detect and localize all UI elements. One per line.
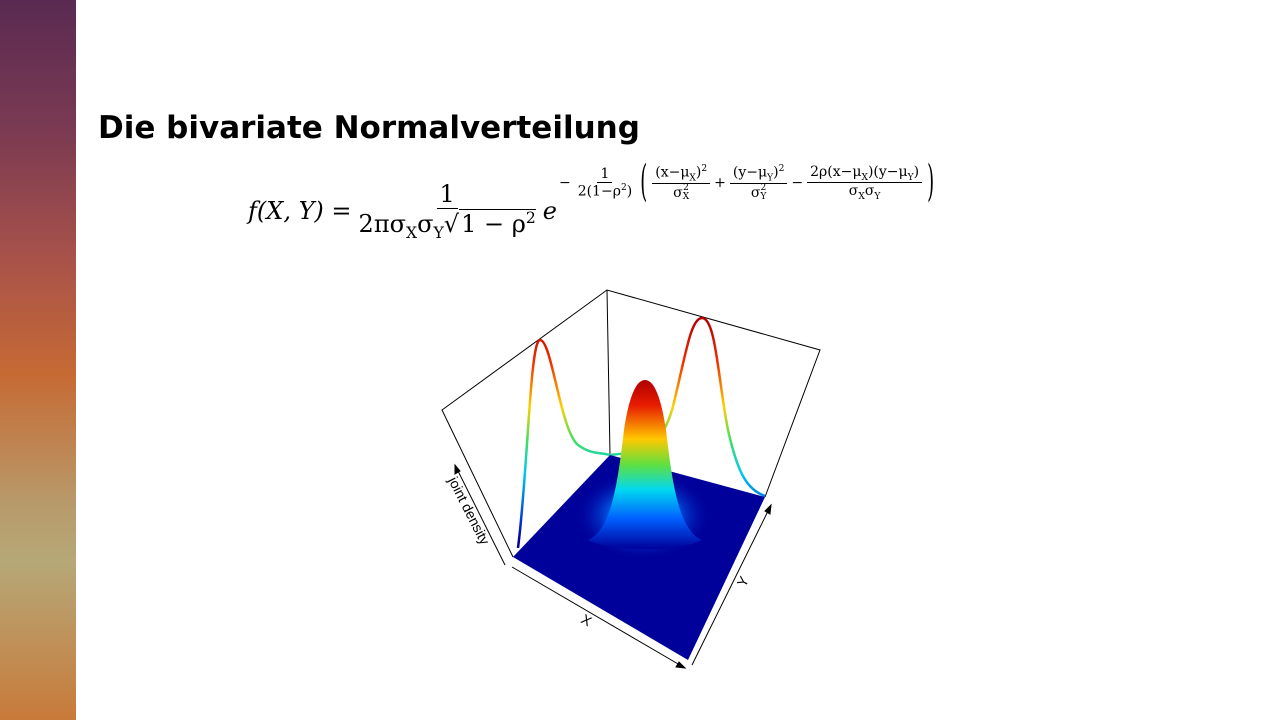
formula-lhs: f(X, Y) = [248, 196, 352, 225]
numerator: 1 [436, 180, 458, 209]
term: (y−μ [732, 164, 768, 181]
x-axis-label: X [579, 611, 596, 630]
fraction: 1 2πσXσY√1 − ρ2 [356, 180, 539, 242]
term: 2(1−ρ [577, 183, 621, 200]
term: 2ρ(x−μ [810, 163, 862, 180]
fraction: (x−μX)2 σ 2 X [652, 163, 711, 203]
sub: Y [433, 223, 444, 242]
fraction: (y−μY)2 σ 2 Y [729, 163, 788, 203]
sup: 2 [760, 183, 767, 194]
operator: + [714, 174, 726, 191]
z-axis-label: joint density [445, 473, 493, 547]
sup: 2 [620, 183, 627, 194]
sub: X [861, 172, 868, 183]
base: e [542, 196, 557, 225]
marginal-x [516, 338, 611, 549]
term: σ [417, 210, 434, 238]
sup: 2 [701, 163, 708, 174]
term: )(y−μ [867, 163, 908, 180]
term: σ [673, 185, 683, 202]
sup: 2 [778, 163, 785, 174]
denominator: σXσY [846, 183, 884, 202]
numerator: 2ρ(x−μX)(y−μY) [807, 163, 923, 184]
term: σ [750, 185, 761, 202]
y-axis-label: Y [734, 573, 753, 589]
side-bar [0, 0, 76, 720]
denominator: 2πσXσY√1 − ρ2 [358, 209, 536, 242]
denominator: 2(1−ρ2) [575, 183, 636, 200]
plot-box [441, 289, 821, 558]
term: (x−μ [655, 164, 690, 181]
operator: − [791, 174, 804, 191]
sub: Y [874, 192, 881, 203]
term: ) [913, 163, 920, 180]
sub: X [682, 192, 690, 203]
axis-arrows [454, 463, 772, 669]
sup: 2 [525, 209, 536, 227]
sub: Y [907, 172, 914, 183]
term: σ [864, 183, 875, 200]
term: 1 − ρ [461, 210, 526, 238]
slide-title: Die bivariate Normalverteilung [98, 110, 640, 146]
box-edge [606, 289, 611, 456]
sub: X [405, 223, 418, 242]
paren: ( [640, 157, 648, 209]
term: ) [773, 164, 779, 181]
fraction: 2ρ(x−μX)(y−μY) σXσY [807, 163, 923, 202]
paren: ) [927, 157, 935, 209]
sub: Y [760, 192, 767, 203]
sub: X [689, 173, 696, 184]
radicand: 1 − ρ2 [459, 209, 536, 238]
term: 2πσ [358, 210, 406, 238]
term: ) [695, 164, 702, 181]
density-surface [588, 380, 702, 549]
formula: f(X, Y) = 1 2πσXσY√1 − ρ2 e − 1 2(1−ρ2) (… [248, 158, 935, 242]
exponent: − 1 2(1−ρ2) ( (x−μX)2 σ 2 X + (y−μY)2 σ 2 Y − 2… [558, 158, 935, 208]
sub: X [858, 192, 865, 203]
sign: − [558, 174, 571, 191]
numerator: (y−μY)2 [729, 163, 788, 185]
fraction: 1 2(1−ρ2) [575, 166, 636, 200]
sub: Y [767, 173, 774, 184]
numerator: (x−μX)2 [652, 163, 711, 185]
term: ) [626, 183, 633, 200]
term: σ [848, 183, 859, 200]
numerator: 1 [597, 166, 613, 184]
sup: 2 [683, 183, 689, 194]
